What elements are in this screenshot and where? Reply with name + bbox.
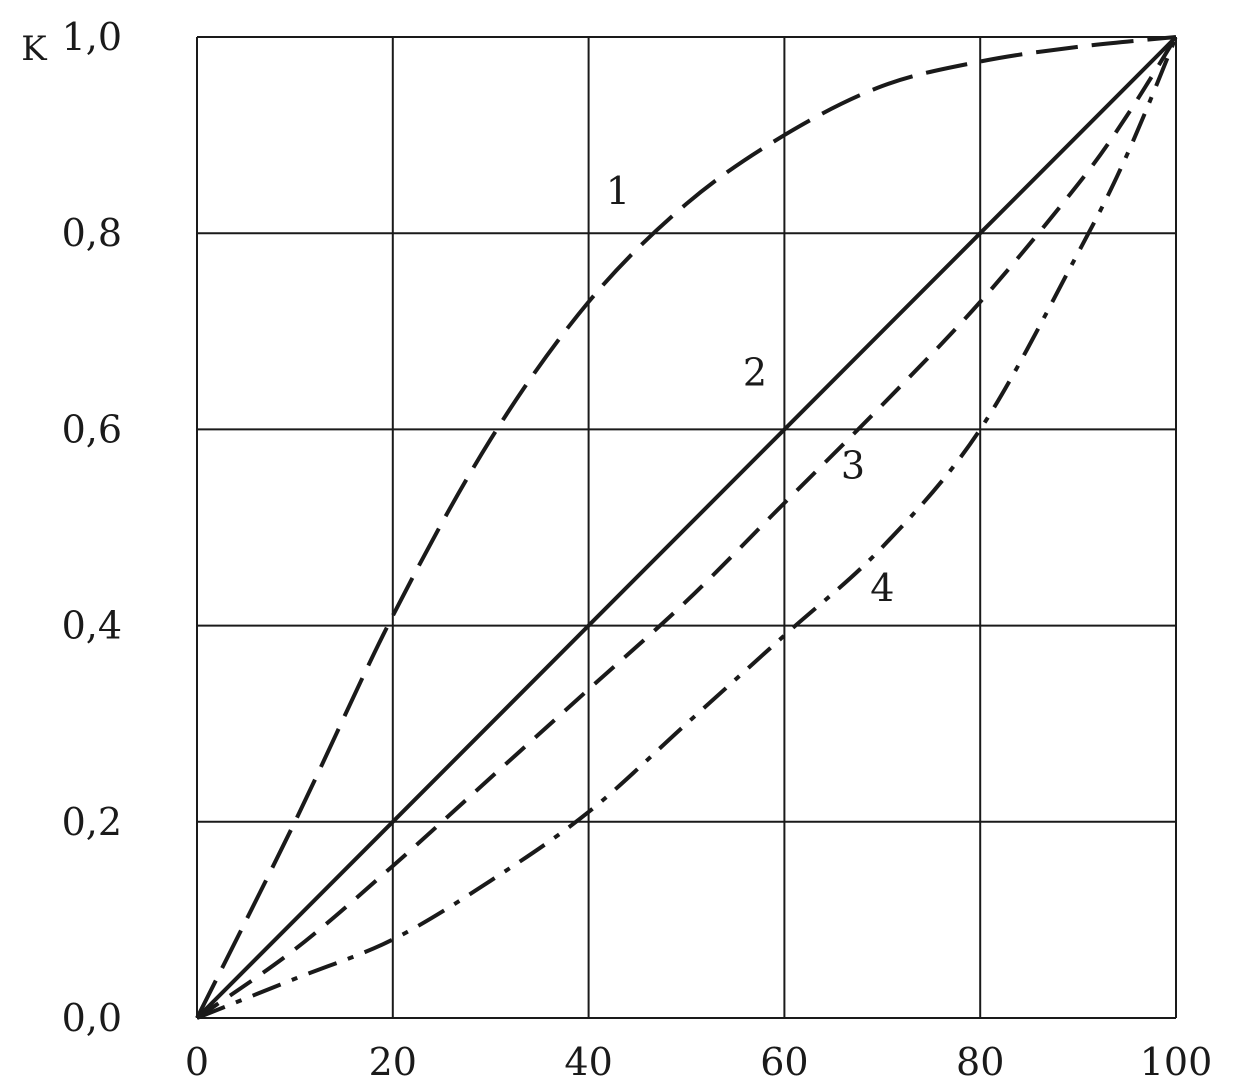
series-line-3	[195, 35, 1178, 1020]
series-label-1: 1	[606, 169, 630, 213]
y-tick-label: 0,8	[62, 211, 122, 255]
grid	[196, 36, 1177, 1019]
x-tick-label: 40	[564, 1040, 612, 1084]
series-label-3: 3	[841, 443, 865, 487]
x-tick-label: 80	[956, 1040, 1004, 1084]
y-axis-label: K	[21, 29, 47, 69]
series-group	[195, 35, 1178, 1020]
series-label-4: 4	[870, 566, 894, 610]
y-axis-ticks: 0,0 0,2 0,4 0,6 0,8 1,0	[62, 15, 122, 1040]
x-tick-label: 60	[760, 1040, 808, 1084]
y-tick-label: 0,2	[62, 800, 122, 844]
x-tick-label: 100	[1140, 1040, 1213, 1084]
x-axis-ticks: 0 20 40 60 80 100	[185, 1040, 1212, 1084]
series-line-2	[195, 35, 1178, 1020]
series-line-4	[196, 36, 1178, 1020]
x-tick-label: 0	[185, 1040, 209, 1084]
y-tick-label: 0,0	[62, 996, 122, 1040]
y-tick-label: 0,6	[62, 407, 122, 451]
series-annotations: 1 2 3 4	[606, 169, 895, 610]
y-tick-label: 1,0	[62, 15, 122, 59]
series-label-2: 2	[743, 350, 767, 394]
series-line-1	[195, 35, 1177, 1019]
y-tick-label: 0,4	[62, 604, 122, 648]
x-tick-label: 20	[369, 1040, 417, 1084]
